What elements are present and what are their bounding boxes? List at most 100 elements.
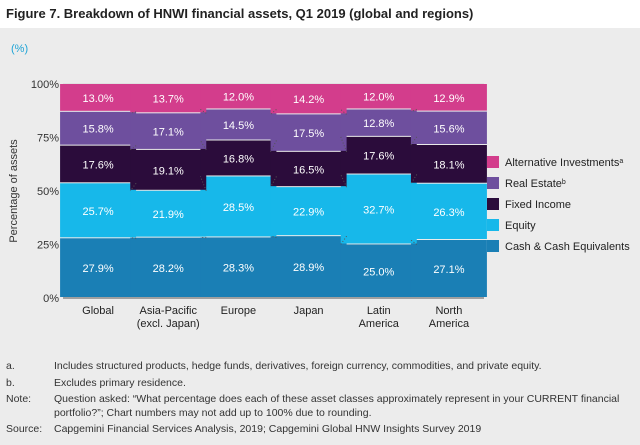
data-label: 14.2% <box>293 94 324 106</box>
data-label: 12.8% <box>363 118 394 130</box>
legend-footnote-marker: b <box>562 179 566 186</box>
data-label: 26.3% <box>433 207 464 219</box>
connector-line <box>130 111 137 114</box>
bar-segment <box>60 84 137 111</box>
x-tick-label: (excl. Japan) <box>137 318 200 330</box>
connector-line <box>340 174 348 188</box>
connector-line <box>130 237 137 239</box>
data-label: 17.1% <box>153 127 184 139</box>
note-text: Includes structured products, hedge fund… <box>54 360 542 372</box>
connector-line <box>340 109 347 115</box>
note-a: a. Includes structured products, hedge f… <box>6 360 634 374</box>
bar-segment <box>200 140 277 176</box>
legend-swatch <box>487 156 499 168</box>
figure-title: Figure 7. Breakdown of HNWI financial as… <box>6 6 474 21</box>
data-label: 16.5% <box>293 164 324 176</box>
x-tick-label: Europe <box>221 305 256 317</box>
connector-line <box>199 140 207 151</box>
data-label: 21.9% <box>153 209 184 221</box>
data-label: 15.6% <box>433 123 464 135</box>
legend-footnote-marker: a <box>619 158 623 165</box>
bar-segment <box>60 145 137 183</box>
connector-line <box>199 176 207 191</box>
bar-segment <box>60 238 137 297</box>
data-label: 18.1% <box>433 159 464 171</box>
bar-segment <box>130 113 207 149</box>
data-label: 16.8% <box>223 153 254 165</box>
connector-line <box>129 145 137 151</box>
connector-line <box>410 174 418 184</box>
notes: a. Includes structured products, hedge f… <box>6 360 634 440</box>
x-tick-label: North <box>435 305 462 317</box>
data-label: 17.6% <box>363 151 394 163</box>
connector-line <box>270 109 277 115</box>
bar-segment <box>340 244 417 297</box>
legend-label: Cash & Cash Equivalents <box>505 241 630 253</box>
note-b: b. Excludes primary residence. <box>6 377 634 391</box>
data-label: 32.7% <box>363 205 394 217</box>
note-text: Question asked: “What percentage does ea… <box>54 393 620 419</box>
y-tick-label: 50% <box>37 186 59 198</box>
bar-segment <box>410 144 487 183</box>
legend-swatch <box>487 198 499 210</box>
note-label: a. <box>6 360 15 372</box>
bar-segment <box>340 84 417 109</box>
bar-segment <box>130 190 207 237</box>
connector-line <box>270 140 277 153</box>
data-label: 28.9% <box>293 262 324 274</box>
data-label: 15.8% <box>82 124 113 136</box>
x-tick-label: America <box>429 318 470 330</box>
bar-segment <box>200 237 277 297</box>
bar-segment <box>130 84 207 113</box>
bar-segment <box>340 174 417 244</box>
bar-segment <box>270 151 347 187</box>
legend-swatch <box>487 177 499 189</box>
bar-segment <box>410 183 487 240</box>
x-tick-label: Japan <box>294 305 324 317</box>
bar-segment <box>410 240 487 297</box>
bar-segment <box>130 149 207 190</box>
data-label: 22.9% <box>293 207 324 219</box>
y-tick-label: 0% <box>43 293 59 305</box>
connector-line <box>270 235 277 238</box>
x-tick-label: Global <box>82 305 114 317</box>
y-tick-label: 75% <box>37 133 59 145</box>
connector-line <box>410 108 417 113</box>
note-label: b. <box>6 376 15 389</box>
data-label: 14.5% <box>223 120 254 132</box>
bar-segment <box>270 187 347 236</box>
data-label: 28.5% <box>223 202 254 214</box>
bar-segment <box>410 111 487 144</box>
data-label: 13.0% <box>82 93 113 105</box>
x-tick-label: Latin <box>367 305 391 317</box>
y-axis-label: Percentage of assets <box>8 139 20 243</box>
data-label: 27.1% <box>433 264 464 276</box>
bar-segment <box>340 109 417 136</box>
legend-label: Alternative Investmentsa <box>505 157 623 169</box>
data-label: 19.1% <box>153 165 184 177</box>
title-bar: Figure 7. Breakdown of HNWI financial as… <box>0 0 640 28</box>
bar-segment <box>270 114 347 151</box>
note-source: Source: Capgemini Financial Services Ana… <box>6 423 634 437</box>
bar-segment <box>130 237 207 297</box>
data-label: 25.7% <box>82 206 113 218</box>
bar-segment <box>200 176 277 237</box>
legend-swatch <box>487 219 499 231</box>
data-label: 25.0% <box>363 266 394 278</box>
legend-swatch <box>487 240 499 252</box>
legend-label: Fixed Income <box>505 199 571 211</box>
bar-segment <box>410 84 487 111</box>
connector-line <box>410 239 418 245</box>
note-text: Capgemini Financial Services Analysis, 2… <box>54 423 482 435</box>
data-label: 12.9% <box>433 93 464 105</box>
bar-segment <box>200 109 277 140</box>
data-label: 28.2% <box>153 263 184 275</box>
unit-label: (%) <box>11 43 29 55</box>
note-text: Excludes primary residence. <box>54 376 186 389</box>
note-label: Note: <box>6 393 32 405</box>
data-label: 28.3% <box>223 263 254 275</box>
bar-segment <box>200 84 277 109</box>
data-label: 17.6% <box>82 159 113 171</box>
data-label: 27.9% <box>82 263 113 275</box>
note-question: Note: Question asked: “What percentage d… <box>6 393 634 420</box>
